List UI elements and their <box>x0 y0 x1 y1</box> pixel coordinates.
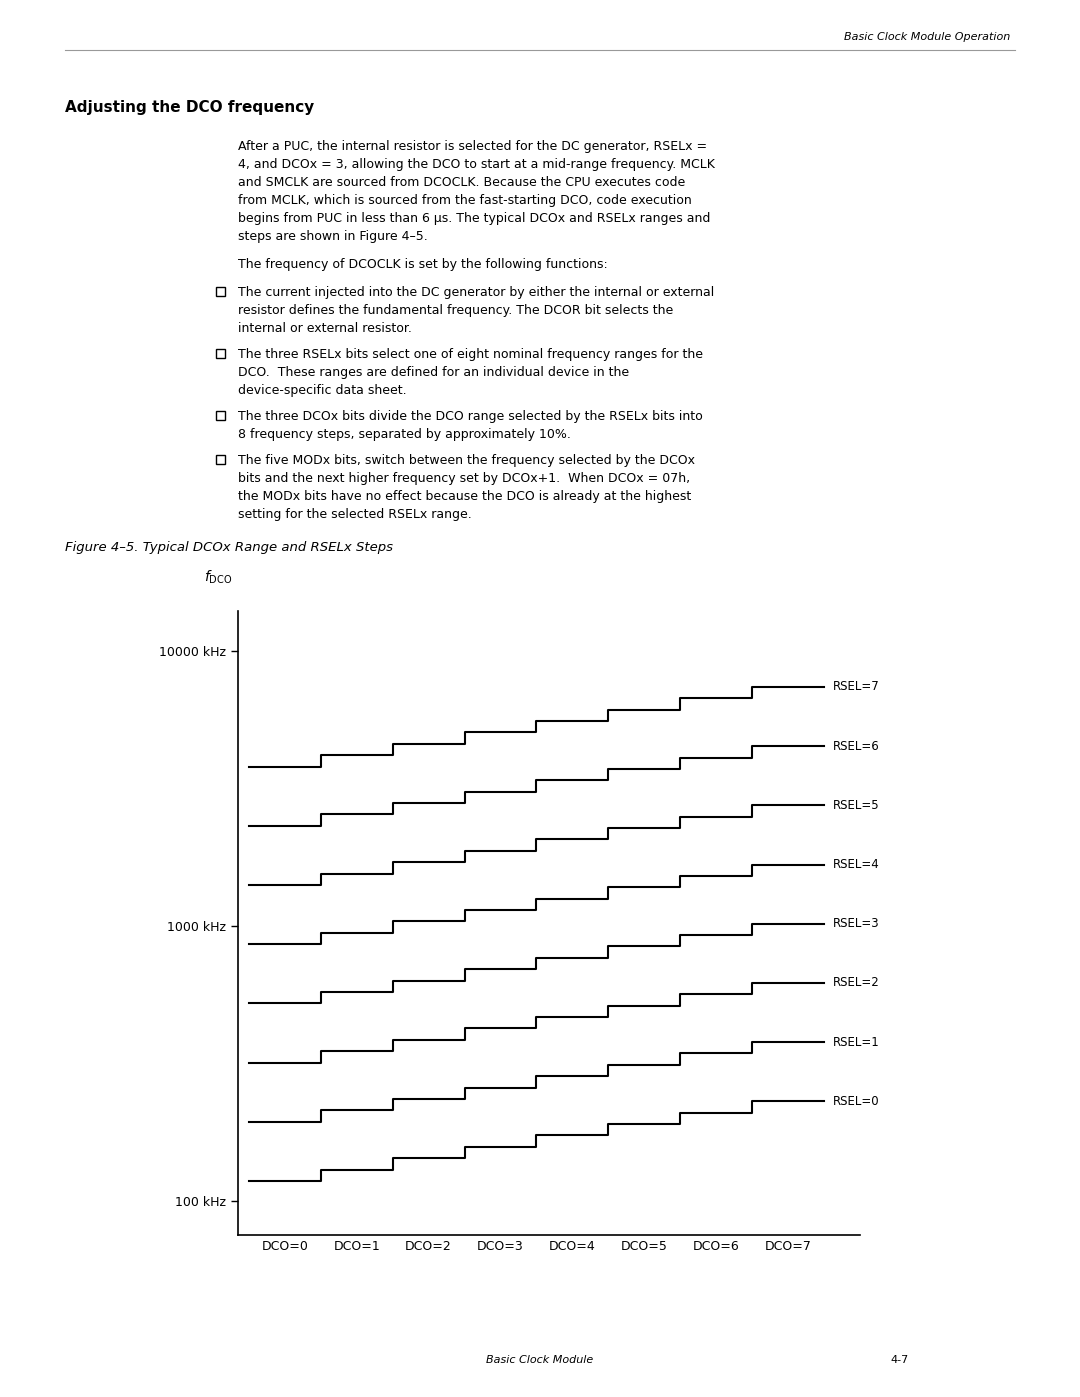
Text: device-specific data sheet.: device-specific data sheet. <box>238 384 407 397</box>
Text: 4, and DCOx = 3, allowing the DCO to start at a mid-range frequency. MCLK: 4, and DCOx = 3, allowing the DCO to sta… <box>238 158 715 170</box>
Text: RSEL=2: RSEL=2 <box>833 977 879 989</box>
Text: DCO.  These ranges are defined for an individual device in the: DCO. These ranges are defined for an ind… <box>238 366 630 379</box>
Text: setting for the selected RSELx range.: setting for the selected RSELx range. <box>238 509 472 521</box>
Bar <box>216 286 225 296</box>
Text: bits and the next higher frequency set by DCOx+1.  When DCOx = 07h,: bits and the next higher frequency set b… <box>238 472 690 485</box>
Text: steps are shown in Figure 4–5.: steps are shown in Figure 4–5. <box>238 231 428 243</box>
Text: RSEL=5: RSEL=5 <box>833 799 879 812</box>
Text: internal or external resistor.: internal or external resistor. <box>238 321 411 335</box>
Text: Figure 4–5. Typical DCOx Range and RSELx Steps: Figure 4–5. Typical DCOx Range and RSELx… <box>65 541 393 555</box>
Text: RSEL=3: RSEL=3 <box>833 918 879 930</box>
Text: the MODx bits have no effect because the DCO is already at the highest: the MODx bits have no effect because the… <box>238 490 691 503</box>
Text: The three DCOx bits divide the DCO range selected by the RSELx bits into: The three DCOx bits divide the DCO range… <box>238 409 703 423</box>
Text: 4-7: 4-7 <box>891 1355 909 1365</box>
Text: Adjusting the DCO frequency: Adjusting the DCO frequency <box>65 101 314 115</box>
Text: Basic Clock Module Operation: Basic Clock Module Operation <box>843 32 1010 42</box>
Text: The five MODx bits, switch between the frequency selected by the DCOx: The five MODx bits, switch between the f… <box>238 454 696 467</box>
Text: RSEL=7: RSEL=7 <box>833 680 879 693</box>
Text: RSEL=6: RSEL=6 <box>833 739 879 753</box>
Text: The frequency of DCOCLK is set by the following functions:: The frequency of DCOCLK is set by the fo… <box>238 258 608 271</box>
Text: begins from PUC in less than 6 μs. The typical DCOx and RSELx ranges and: begins from PUC in less than 6 μs. The t… <box>238 212 711 225</box>
Text: $f_{\rm DCO}$: $f_{\rm DCO}$ <box>203 569 232 585</box>
Bar <box>216 411 225 420</box>
Text: from MCLK, which is sourced from the fast-starting DCO, code execution: from MCLK, which is sourced from the fas… <box>238 194 692 207</box>
Text: The current injected into the DC generator by either the internal or external: The current injected into the DC generat… <box>238 286 714 299</box>
Text: After a PUC, the internal resistor is selected for the DC generator, RSELx =: After a PUC, the internal resistor is se… <box>238 140 707 154</box>
Text: RSEL=0: RSEL=0 <box>833 1095 879 1108</box>
Bar <box>216 455 225 464</box>
Bar <box>216 349 225 358</box>
Text: 8 frequency steps, separated by approximately 10%.: 8 frequency steps, separated by approxim… <box>238 427 571 441</box>
Text: RSEL=4: RSEL=4 <box>833 858 879 872</box>
Text: resistor defines the fundamental frequency. The DCOR bit selects the: resistor defines the fundamental frequen… <box>238 305 673 317</box>
Text: RSEL=1: RSEL=1 <box>833 1035 879 1049</box>
Text: Basic Clock Module: Basic Clock Module <box>486 1355 594 1365</box>
Text: The three RSELx bits select one of eight nominal frequency ranges for the: The three RSELx bits select one of eight… <box>238 348 703 360</box>
Text: and SMCLK are sourced from DCOCLK. Because the CPU executes code: and SMCLK are sourced from DCOCLK. Becau… <box>238 176 685 189</box>
